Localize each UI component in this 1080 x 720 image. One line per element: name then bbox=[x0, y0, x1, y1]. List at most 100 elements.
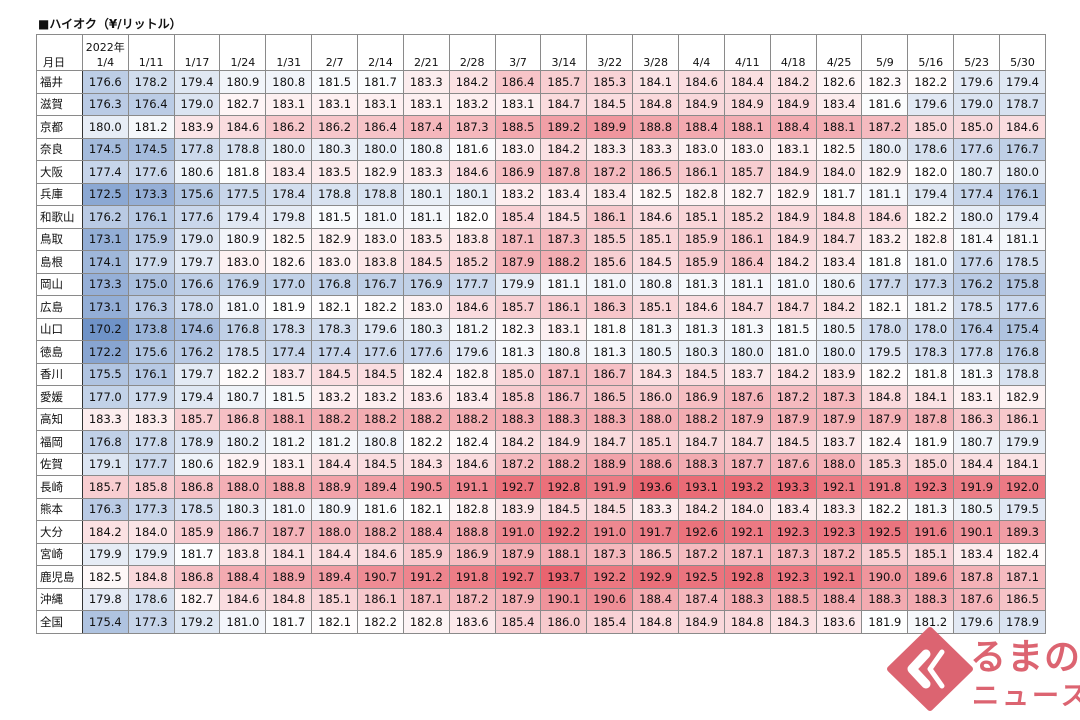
price-cell: 182.7 bbox=[219, 92, 267, 116]
price-cell: 180.7 bbox=[953, 430, 1001, 454]
price-cell: 185.7 bbox=[540, 70, 588, 94]
price-cell: 187.9 bbox=[769, 407, 817, 431]
price-cell: 186.1 bbox=[357, 587, 404, 611]
price-cell: 187.9 bbox=[494, 587, 542, 611]
price-cell: 191.7 bbox=[632, 520, 680, 544]
price-cell: 184.7 bbox=[586, 430, 634, 454]
price-cell: 188.6 bbox=[632, 452, 680, 476]
price-cell: 186.7 bbox=[586, 362, 634, 386]
price-cell: 177.8 bbox=[953, 340, 1001, 364]
price-cell: 192.8 bbox=[540, 475, 588, 499]
table-row: 山口 170.2 173.8 174.6 176.8 178.3 178.3 179.6 180… bbox=[36, 317, 1046, 341]
price-cell: 181.7 bbox=[357, 70, 404, 94]
price-cell: 186.4 bbox=[723, 250, 771, 274]
price-cell: 179.6 bbox=[357, 317, 404, 341]
prefecture-cell: 福岡 bbox=[36, 430, 83, 454]
price-cell: 182.2 bbox=[357, 295, 404, 319]
price-cell: 181.5 bbox=[769, 317, 817, 341]
date-header: 1/31 bbox=[265, 34, 313, 71]
price-cell: 184.0 bbox=[815, 160, 863, 184]
price-cell: 186.9 bbox=[678, 385, 725, 409]
price-cell: 188.4 bbox=[632, 587, 680, 611]
price-cell: 181.0 bbox=[586, 272, 634, 296]
date-header: 4/18 bbox=[769, 34, 817, 71]
price-cell: 183.3 bbox=[81, 407, 129, 431]
prefecture-cell: 鳥取 bbox=[36, 227, 83, 251]
price-cell: 183.3 bbox=[402, 70, 450, 94]
price-cell: 187.2 bbox=[769, 385, 817, 409]
price-cell: 181.2 bbox=[448, 317, 496, 341]
price-cell: 180.0 bbox=[815, 340, 863, 364]
price-cell: 183.4 bbox=[448, 385, 496, 409]
price-cell: 180.9 bbox=[219, 70, 267, 94]
price-cell: 177.6 bbox=[357, 340, 404, 364]
price-cell: 188.8 bbox=[448, 520, 496, 544]
price-cell: 187.2 bbox=[448, 587, 496, 611]
price-cell: 177.7 bbox=[861, 272, 909, 296]
price-cell: 188.2 bbox=[448, 407, 496, 431]
price-cell: 184.7 bbox=[769, 295, 817, 319]
price-cell: 177.0 bbox=[81, 385, 129, 409]
price-cell: 180.0 bbox=[265, 137, 313, 161]
price-cell: 180.0 bbox=[953, 205, 1001, 229]
price-cell: 183.4 bbox=[265, 160, 313, 184]
price-cell: 183.3 bbox=[815, 497, 863, 521]
price-cell: 183.8 bbox=[448, 227, 496, 251]
price-cell: 183.3 bbox=[586, 137, 634, 161]
prefecture-cell: 岡山 bbox=[36, 272, 83, 296]
price-cell: 177.0 bbox=[265, 272, 313, 296]
price-cell: 185.9 bbox=[402, 542, 450, 566]
price-cell: 183.9 bbox=[815, 362, 863, 386]
price-cell: 183.3 bbox=[632, 497, 680, 521]
price-cell: 178.5 bbox=[953, 295, 1001, 319]
price-cell: 176.3 bbox=[127, 295, 175, 319]
logo-text-line1: るまの bbox=[970, 637, 1080, 678]
price-cell: 182.9 bbox=[219, 452, 267, 476]
price-cell: 187.9 bbox=[494, 250, 542, 274]
price-cell: 188.0 bbox=[219, 475, 267, 499]
price-cell: 187.1 bbox=[999, 565, 1046, 589]
price-cell: 187.4 bbox=[402, 115, 450, 139]
price-cell: 184.2 bbox=[494, 430, 542, 454]
price-cell: 181.5 bbox=[311, 70, 359, 94]
price-cell: 187.2 bbox=[815, 542, 863, 566]
price-cell: 181.9 bbox=[265, 295, 313, 319]
price-cell: 182.4 bbox=[861, 430, 909, 454]
table-row: 愛媛 177.0 177.9 179.4 180.7 181.5 183.2 183.2 183… bbox=[36, 385, 1046, 409]
price-cell: 177.6 bbox=[999, 295, 1046, 319]
date-header: 3/7 bbox=[494, 34, 542, 71]
price-cell: 183.5 bbox=[402, 227, 450, 251]
table-row: 京都 180.0 181.2 183.9 184.6 186.2 186.2 186.4 187… bbox=[36, 115, 1046, 139]
price-cell: 188.3 bbox=[723, 587, 771, 611]
price-cell: 181.3 bbox=[632, 317, 680, 341]
price-cell: 178.6 bbox=[127, 587, 175, 611]
price-cell: 191.0 bbox=[494, 520, 542, 544]
price-cell: 181.0 bbox=[907, 250, 955, 274]
date-header: 1/17 bbox=[173, 34, 221, 71]
date-label: 4/25 bbox=[826, 56, 852, 69]
price-cell: 180.5 bbox=[815, 317, 863, 341]
price-cell: 176.9 bbox=[402, 272, 450, 296]
price-table: 月日 2022年 1/4 1/11 1/17 1/24 1/31 2/7 2/14 2/21 2/… bbox=[36, 34, 1046, 634]
price-cell: 187.7 bbox=[265, 520, 313, 544]
price-cell: 182.1 bbox=[311, 295, 359, 319]
price-cell: 192.8 bbox=[723, 565, 771, 589]
price-cell: 183.9 bbox=[494, 497, 542, 521]
price-cell: 188.2 bbox=[540, 250, 588, 274]
price-cell: 178.8 bbox=[219, 137, 267, 161]
prefecture-cell: 広島 bbox=[36, 295, 83, 319]
price-cell: 182.4 bbox=[999, 542, 1046, 566]
price-cell: 184.5 bbox=[769, 430, 817, 454]
price-cell: 184.9 bbox=[678, 92, 725, 116]
price-cell: 188.3 bbox=[494, 407, 542, 431]
date-header: 5/9 bbox=[861, 34, 909, 71]
price-cell: 188.8 bbox=[265, 475, 313, 499]
price-cell: 177.3 bbox=[127, 497, 175, 521]
price-cell: 174.5 bbox=[127, 137, 175, 161]
price-cell: 181.0 bbox=[219, 295, 267, 319]
price-cell: 182.8 bbox=[448, 497, 496, 521]
price-cell: 184.8 bbox=[265, 587, 313, 611]
prefecture-cell: 滋賀 bbox=[36, 92, 83, 116]
price-cell: 176.8 bbox=[81, 430, 129, 454]
price-cell: 188.0 bbox=[632, 407, 680, 431]
